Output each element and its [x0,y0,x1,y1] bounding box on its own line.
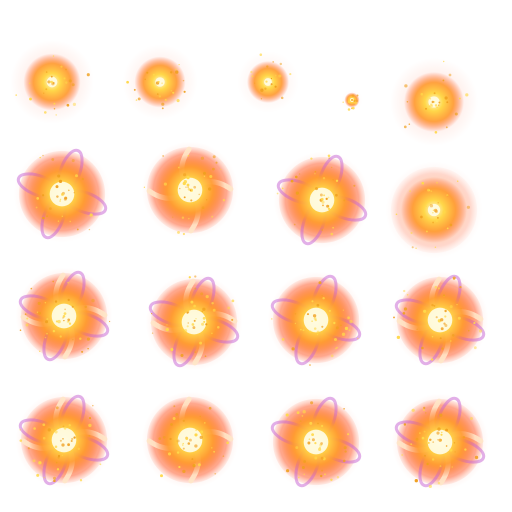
spark-particles [271,281,359,366]
spark-frame-5 [370,38,498,166]
orb-frame-7-graphic [141,141,239,239]
core-highlight [264,78,272,86]
spark-particles [276,154,356,236]
spark-frame-1-graphic [10,40,94,124]
spark-particles [151,275,235,358]
orb-frame-17-graphic [391,393,489,491]
spark-particles [393,276,483,361]
spark-particles [401,406,479,489]
core-highlight [51,427,77,453]
spark-frame-2-graphic [122,44,198,120]
core-highlight [303,429,329,455]
orb-frame-15 [126,376,254,504]
spark-particles [395,180,471,250]
orb-frame-6 [0,130,126,258]
spark-particles [342,94,359,111]
spark-frame-3 [204,18,332,146]
spark-particles [19,404,102,483]
spark-particles [403,60,469,134]
orb-frame-16 [252,378,380,506]
orb-frame-9 [370,146,498,274]
orb-frame-10 [0,252,128,380]
spark-particles [35,154,93,231]
orb-frame-13-graphic [391,271,489,369]
spark-frame-4 [288,36,416,164]
spark-particles [285,401,350,482]
orb-frame-14-graphic [15,391,113,489]
orb-frame-10-graphic [15,267,113,365]
orb-frame-16-graphic [267,393,365,491]
orb-frame-17 [376,378,504,506]
orb-frame-13 [376,256,504,384]
orb-frame-12-graphic [267,271,365,369]
core-highlight [181,309,207,335]
spark-particles [143,154,226,236]
spark-frame-5-graphic [390,58,478,146]
orb-frame-7 [126,126,254,254]
spark-particles [15,55,90,116]
spark-particles [250,53,292,100]
orb-frame-12 [252,256,380,384]
spark-particles [19,280,111,353]
spark-frame-2 [96,18,224,146]
orb-frame-8-graphic [273,151,371,249]
orb-frame-9-graphic [385,161,483,259]
spark-frame-4-graphic [341,89,363,111]
orb-frame-11 [130,258,258,386]
spark-frame-1 [0,18,116,146]
spark-frame-3-graphic [237,51,299,113]
spark-particles [158,405,229,478]
orb-frame-8 [258,136,386,264]
orb-frame-15-graphic [141,391,239,489]
orb-frame-6-graphic [13,145,111,243]
core-highlight [427,429,453,455]
orb-frame-11-graphic [145,273,243,371]
spark-particles [126,63,186,110]
orb-frame-14 [0,376,128,504]
